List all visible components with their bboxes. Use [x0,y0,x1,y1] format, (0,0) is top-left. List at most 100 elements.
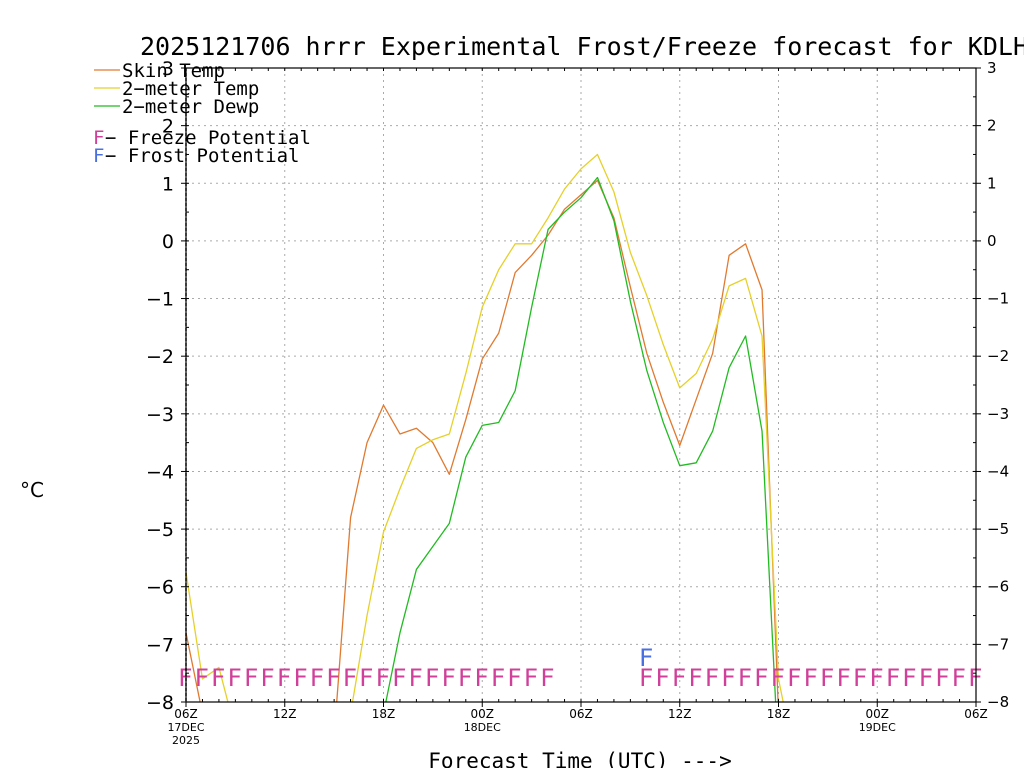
grid [186,68,976,702]
y-tick-label: 1 [162,173,174,195]
freeze-potential-marker: F [639,664,653,692]
freeze-potential-marker: F [260,664,274,692]
y-tick-label: −6 [146,577,174,599]
series-lines [186,153,784,702]
x-tick-label: 00Z [471,707,495,721]
x-tick-label: 06Z [174,707,198,721]
legend-label: Skin Temp [122,60,225,82]
y-tick-label-right: −1 [987,290,1009,308]
freeze-potential-marker: F [738,664,752,692]
freeze-potential-marker: F [935,664,949,692]
x-tick-label: 18Z [767,707,791,721]
y-tick-label-right: −4 [987,462,1009,480]
freeze-potential-marker: F [178,664,192,692]
x-tick-label: 18Z [372,707,396,721]
x-tick-label: 12Z [273,707,297,721]
freeze-potential-marker: F [194,664,208,692]
y-tick-label: 0 [162,231,174,253]
y-tick-label: −3 [146,404,174,426]
freeze-potential-marker: F [359,664,373,692]
plot-frame [185,67,977,703]
freeze-potential-marker: F [672,664,686,692]
x-tick-date-label: 17DEC [167,721,204,734]
freeze-potential-marker: F [952,664,966,692]
legend-label: 2−meter Dewp [122,96,259,118]
y-tick-label: 3 [162,58,174,80]
freeze-potential-marker: F [836,664,850,692]
y-tick-label-right: 1 [987,174,997,192]
freeze-potential-marker: F [491,664,505,692]
freeze-potential-marker: F [853,664,867,692]
freeze-potential-marker: F [425,664,439,692]
y-tick-label-right: −6 [987,578,1009,596]
y-axis-label: °C [20,478,44,502]
y-tick-label-right: −8 [987,693,1009,711]
y-tick-label: −8 [146,692,174,714]
y-tick-label-right: 0 [987,232,997,250]
potential-legend-letter: F [93,127,104,149]
series-line-2-meter-dewp [385,176,777,702]
potential-legend-label: − Freeze Potential [105,127,311,149]
freeze-potential-marker: F [540,664,554,692]
x-tick-date-label: 2025 [172,734,200,747]
freeze-potential-marker: F [754,664,768,692]
axes: −8 −8 −7 −7 −6 −6 −5 −5 −4 −4 −3 −3 −2 −2 −1 −1 0 0 1 1 2 2 3 3… [146,58,1009,747]
y-tick-label: −2 [146,346,174,368]
x-tick-label: 12Z [668,707,692,721]
x-tick-label: 06Z [569,707,593,721]
freeze-potential-marker: F [474,664,488,692]
y-tick-label-right: −3 [987,405,1009,423]
freeze-potential-marker: F [721,664,735,692]
y-tick-label: −4 [146,461,174,483]
freeze-potential-marker: F [919,664,933,692]
freeze-potential-marker: F [869,664,883,692]
freeze-potential-marker: F [787,664,801,692]
freeze-potential-marker: F [820,664,834,692]
freeze-potential-marker: F [211,664,225,692]
y-tick-label-right: −7 [987,635,1009,653]
series-line-2-meter-temp [186,153,784,702]
x-tick-label: 00Z [866,707,890,721]
freeze-potential-marker: F [886,664,900,692]
y-tick-label: −1 [146,289,174,311]
y-tick-label: 2 [162,116,174,138]
freeze-potential-marker: F [392,664,406,692]
freeze-potential-marker: F [343,664,357,692]
y-tick-label-right: 2 [987,117,997,135]
y-tick-label: −5 [146,519,174,541]
freeze-potential-marker: F [277,664,291,692]
freeze-potential-marker: F [688,664,702,692]
freeze-potential-marker: F [705,664,719,692]
freeze-potential-marker: F [244,664,258,692]
y-tick-label: −7 [146,634,174,656]
freeze-potential-marker: F [524,664,538,692]
freeze-potential-marker: F [376,664,390,692]
x-tick-label: 06Z [964,707,988,721]
frost-potential-marker: F [639,644,653,672]
freeze-potential-marker: F [326,664,340,692]
y-tick-label-right: −2 [987,347,1009,365]
freeze-potential-marker: F [310,664,324,692]
y-tick-label-right: −5 [987,520,1009,538]
x-tick-date-label: 19DEC [859,721,896,734]
freeze-potential-marker: F [655,664,669,692]
potential-legend-label: − Frost Potential [105,145,299,167]
freeze-potential-marker: F [408,664,422,692]
freeze-potential-marker: F [227,664,241,692]
freeze-potential-marker: F [771,664,785,692]
potential-legend-letter: F [93,145,104,167]
y-tick-label-right: 3 [987,59,997,77]
freeze-potential-marker: F [968,664,982,692]
x-axis-label: Forecast Time (UTC) ---> [428,749,731,768]
chart-title: 2025121706 hrrr Experimental Frost/Freez… [140,32,1024,61]
series-line-skin-temp [186,179,779,702]
freeze-potential-marker: F [902,664,916,692]
legend-label: 2−meter Temp [122,78,259,100]
freeze-potential-marker: F [441,664,455,692]
freeze-potential-marker: F [507,664,521,692]
freeze-potential-marker: F [293,664,307,692]
freeze-potential-marker: F [458,664,472,692]
